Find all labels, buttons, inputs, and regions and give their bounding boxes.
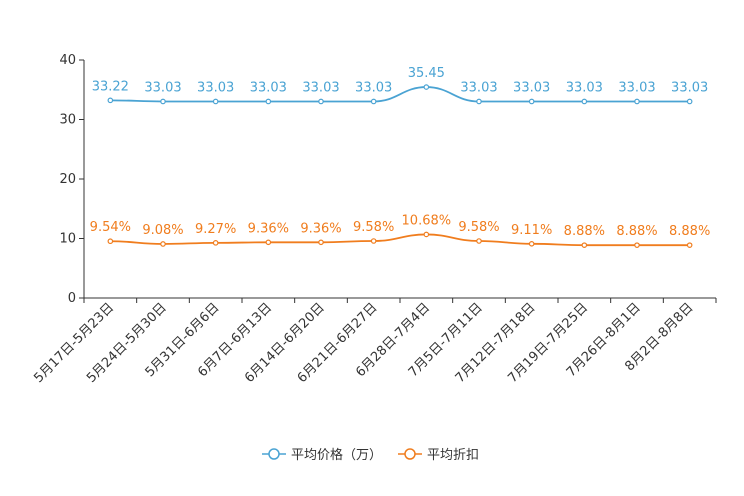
data-label: 33.03 — [144, 80, 181, 95]
data-label: 9.54% — [90, 220, 131, 235]
series-avg-discount: 9.54% 9.08% 9.27% 9.36% 9.36% 9.58% 10.68% 9.58… — [90, 213, 710, 248]
data-label: 33.03 — [460, 80, 497, 95]
y-tick-label: 10 — [59, 232, 76, 247]
series-line — [110, 233, 690, 247]
data-point[interactable] — [107, 97, 114, 104]
data-label: 33.03 — [671, 80, 708, 95]
series-avg-price: 33.22 33.03 33.03 33.03 33.03 33.03 35.45 33.03… — [92, 66, 708, 105]
data-point[interactable] — [423, 84, 430, 90]
data-label: 8.88% — [564, 224, 605, 239]
legend-circle-icon — [268, 448, 280, 460]
data-point[interactable] — [581, 242, 588, 248]
y-tick-label: 40 — [59, 53, 76, 68]
data-label: 35.45 — [408, 66, 445, 81]
series-layer: 33.22 33.03 33.03 33.03 33.03 33.03 35.45 33.03… — [90, 66, 710, 248]
data-label: 9.08% — [142, 223, 183, 238]
data-label: 9.11% — [511, 223, 552, 238]
y-tick-label: 0 — [68, 291, 76, 306]
data-point[interactable] — [476, 98, 482, 105]
data-label: 9.27% — [195, 222, 236, 237]
legend-item-avg-discount[interactable]: 平均折扣 — [398, 448, 479, 463]
data-point[interactable] — [160, 241, 166, 247]
data-label: 33.03 — [355, 80, 392, 95]
legend[interactable]: 平均价格（万） 平均折扣 — [262, 447, 479, 463]
data-label: 10.68% — [402, 213, 452, 228]
data-label: 33.03 — [250, 80, 287, 95]
data-point[interactable] — [212, 240, 219, 246]
legend-circle-icon — [404, 448, 416, 460]
data-point[interactable] — [686, 242, 693, 248]
data-point[interactable] — [634, 98, 640, 105]
data-label: 9.36% — [300, 221, 341, 236]
data-point[interactable] — [265, 98, 272, 105]
data-label: 9.58% — [353, 220, 394, 235]
data-point[interactable] — [370, 98, 377, 105]
data-point[interactable] — [107, 238, 114, 245]
data-point[interactable] — [476, 238, 482, 244]
data-label: 33.03 — [618, 80, 655, 95]
data-label: 33.03 — [513, 80, 550, 95]
data-point[interactable] — [581, 98, 588, 105]
data-point[interactable] — [160, 98, 166, 105]
data-point[interactable] — [318, 239, 324, 246]
legend-label: 平均价格（万） — [291, 447, 382, 463]
data-point[interactable] — [686, 98, 693, 105]
legend-item-avg-price[interactable]: 平均价格（万） — [262, 447, 382, 463]
data-label: 33.22 — [92, 79, 129, 94]
data-label: 33.03 — [302, 80, 339, 95]
y-tick-label: 30 — [59, 113, 76, 128]
data-point[interactable] — [212, 98, 219, 105]
data-point[interactable] — [528, 240, 535, 247]
data-point[interactable] — [423, 231, 430, 238]
data-label: 9.36% — [248, 221, 289, 236]
data-point[interactable] — [528, 98, 535, 105]
data-label: 33.03 — [566, 80, 603, 95]
y-tick-label: 20 — [59, 172, 76, 187]
legend-label: 平均折扣 — [427, 448, 479, 463]
data-point[interactable] — [318, 98, 324, 105]
data-point[interactable] — [370, 238, 377, 244]
data-label: 9.58% — [458, 220, 499, 235]
data-label: 33.03 — [197, 80, 234, 95]
data-label: 8.88% — [616, 224, 657, 239]
data-point[interactable] — [265, 239, 272, 246]
data-label: 8.88% — [669, 224, 710, 239]
series-line — [110, 86, 690, 103]
data-point[interactable] — [634, 242, 640, 248]
